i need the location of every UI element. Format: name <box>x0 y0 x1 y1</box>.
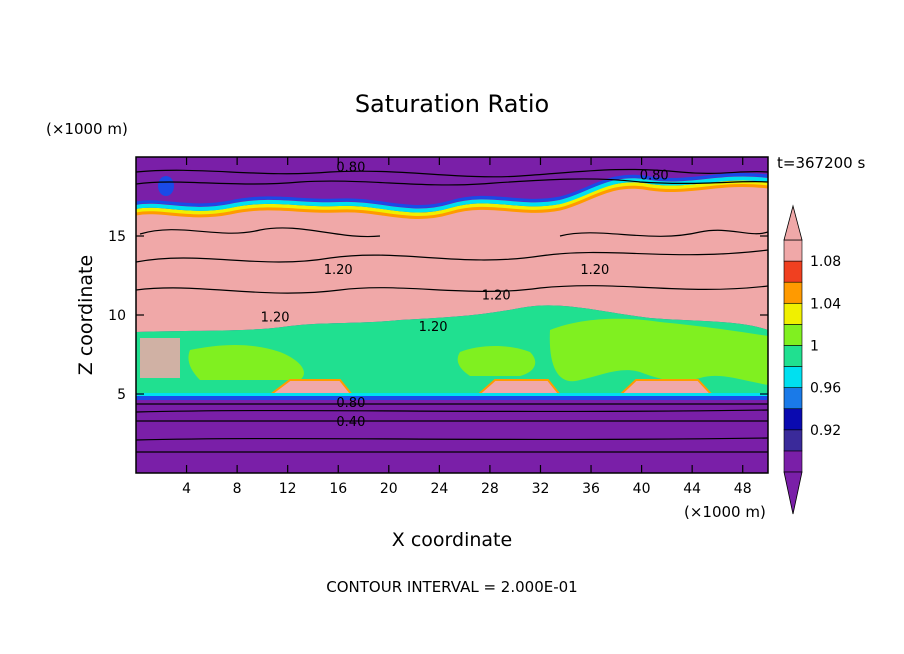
boundary-blue <box>136 396 768 400</box>
colorbar-label: 0.96 <box>810 381 841 397</box>
x-tick-label: 32 <box>532 481 550 497</box>
colorbar-label: 1.08 <box>810 254 841 270</box>
y-tick-label: 10 <box>108 308 126 324</box>
colorbar-bottom-arrow <box>783 471 803 515</box>
colorbar-swatch <box>783 345 803 367</box>
time-label: t=367200 s <box>777 154 865 172</box>
x-tick-label: 12 <box>279 481 297 497</box>
lower-green-patches <box>549 318 768 385</box>
x-tick-label: 44 <box>683 481 701 497</box>
colorbar-top-arrow <box>783 204 803 241</box>
contour-label: 1.20 <box>419 320 448 335</box>
colorbar-label: 1.04 <box>810 296 841 312</box>
chart-title: Saturation Ratio <box>355 90 549 118</box>
y-tick-label: 15 <box>108 229 126 245</box>
colorbar-swatch <box>783 239 803 262</box>
contour-interval-footer: CONTOUR INTERVAL = 2.000E-01 <box>326 578 577 596</box>
y-tick-label: 5 <box>117 387 126 403</box>
x-tick-label: 36 <box>582 481 600 497</box>
colorbar-swatch <box>783 281 803 304</box>
x-tick-label: 40 <box>633 481 651 497</box>
contour-labels: 0.80 0.80 1.20 1.20 1.20 1.20 1.20 0.80 0.40 <box>261 160 669 430</box>
contour-label: 1.20 <box>324 263 353 278</box>
left-pink-patch <box>140 338 180 378</box>
contour-label: 1.20 <box>261 311 290 326</box>
contour-label: 0.80 <box>640 168 669 183</box>
colorbar-swatch <box>783 302 803 325</box>
colorbar-swatch <box>783 260 803 283</box>
x-tick-label: 20 <box>380 481 398 497</box>
colorbar-label: 1 <box>810 338 819 354</box>
upper-yellow-edge <box>136 180 768 217</box>
x-tick-label: 4 <box>182 481 191 497</box>
x-tick-label: 48 <box>734 481 752 497</box>
colorbar-swatch <box>783 408 803 431</box>
x-tick-label: 8 <box>233 481 242 497</box>
plot-area <box>136 157 768 473</box>
colorbar-swatch <box>783 324 803 346</box>
lower-green-patches-2 <box>188 345 304 380</box>
x-axis-label: X coordinate <box>392 529 512 551</box>
colorbar-swatch <box>783 450 803 473</box>
boundary-cyan <box>136 393 768 396</box>
cloud-base-3 <box>617 379 715 396</box>
upper-orange-edge <box>136 183 768 220</box>
dry-layer <box>136 400 768 473</box>
colorbar: 0.92 0.96 1 1.04 1.08 <box>783 204 841 515</box>
lower-green-patches-3 <box>457 346 536 376</box>
colorbar-label: 0.92 <box>810 423 841 439</box>
contour-label: 1.20 <box>482 288 511 303</box>
x-tick-label: 24 <box>430 481 448 497</box>
contour-label: 0.40 <box>336 415 365 430</box>
colorbar-swatch <box>783 366 803 388</box>
x-unit-label: (×1000 m) <box>684 503 766 521</box>
x-tick-label: 16 <box>329 481 347 497</box>
y-axis-ticks: 5 10 15 <box>108 229 768 403</box>
y-unit-label: (×1000 m) <box>46 120 128 138</box>
x-tick-label: 28 <box>481 481 499 497</box>
contour-label: 0.80 <box>336 160 365 175</box>
x-axis-ticks: 4 8 12 16 20 24 28 32 36 40 44 48 <box>182 157 752 497</box>
colorbar-swatch <box>783 429 803 452</box>
y-axis-label: Z coordinate <box>75 255 97 375</box>
contour-lines <box>136 168 768 453</box>
contour-label: 0.80 <box>336 396 365 411</box>
upper-cell <box>158 176 174 196</box>
contour-label: 1.20 <box>580 263 609 278</box>
upper-blue-edge <box>136 172 768 209</box>
colorbar-swatch <box>783 387 803 410</box>
